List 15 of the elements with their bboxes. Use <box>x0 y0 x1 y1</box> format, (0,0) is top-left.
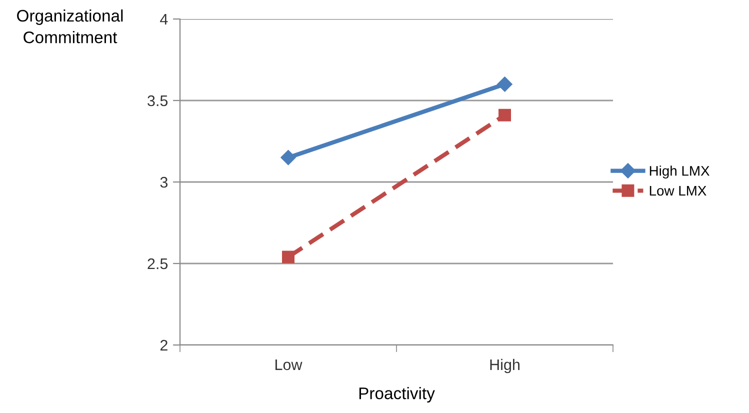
x-axis-title: Proactivity <box>359 387 435 403</box>
point <box>282 250 294 264</box>
legend-label: High LMX <box>650 166 710 179</box>
x-tick-label: High <box>490 358 520 374</box>
y-tick-label: 2.5 <box>148 258 168 270</box>
x-tick-label: Low <box>275 359 302 370</box>
point <box>497 76 512 92</box>
point <box>498 108 511 122</box>
point <box>280 150 296 166</box>
y-tick-label: 3.5 <box>148 95 168 106</box>
y-tick-label: 4 <box>160 14 168 25</box>
y-tick-label: 2 <box>160 340 168 351</box>
y-tick-label: 3 <box>160 176 168 188</box>
y-axis-title: Organizational Commitment <box>17 9 123 44</box>
legend-label: Low LMX <box>650 186 706 196</box>
